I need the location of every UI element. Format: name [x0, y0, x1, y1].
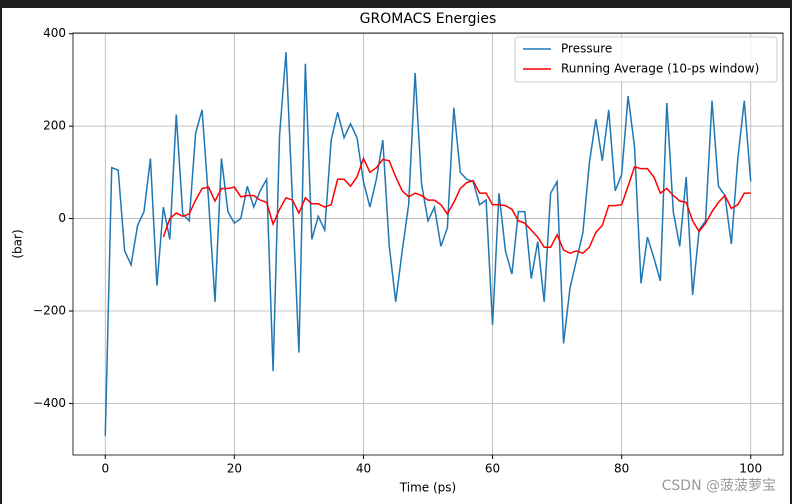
x-tick-label: 0 [101, 462, 109, 476]
x-tick-label: 100 [739, 462, 762, 476]
watermark: CSDN @菠菠萝宝 [662, 478, 776, 494]
y-tick-label: 200 [43, 119, 66, 133]
chart-title: GROMACS Energies [360, 11, 497, 27]
y-axis-label: (bar) [11, 229, 25, 258]
series-line [162, 156, 751, 255]
legend-box [514, 36, 778, 83]
x-tick-label: 40 [356, 462, 371, 476]
legend-label: Pressure [561, 42, 612, 56]
legend-label: Running Average (10-ps window) [561, 62, 759, 76]
y-tick-label: −200 [33, 304, 66, 318]
figure-background [2, 8, 790, 504]
axes-frame [72, 32, 784, 456]
x-tick-label: 80 [614, 462, 629, 476]
x-tick-label: 20 [227, 462, 242, 476]
x-axis-label: Time (ps) [399, 481, 456, 495]
y-tick-label: −400 [33, 396, 66, 410]
x-tick-label: 60 [485, 462, 500, 476]
series-line [104, 52, 752, 436]
y-tick-label: 400 [43, 26, 66, 40]
y-tick-label: 0 [58, 211, 66, 225]
